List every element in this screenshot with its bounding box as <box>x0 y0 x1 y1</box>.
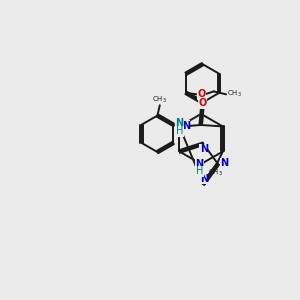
Text: O: O <box>198 98 206 109</box>
Text: N: N <box>200 144 208 154</box>
Text: CH$_3$: CH$_3$ <box>152 95 167 105</box>
Text: N: N <box>196 159 204 169</box>
Text: N: N <box>182 121 190 130</box>
Text: N: N <box>220 158 229 168</box>
Text: H: H <box>176 126 183 136</box>
Text: N: N <box>200 174 208 184</box>
Text: H: H <box>196 166 203 176</box>
Text: CH$_3$: CH$_3$ <box>226 89 242 99</box>
Text: O: O <box>197 89 206 99</box>
Text: N: N <box>176 118 184 128</box>
Text: CH$_3$: CH$_3$ <box>208 168 223 178</box>
